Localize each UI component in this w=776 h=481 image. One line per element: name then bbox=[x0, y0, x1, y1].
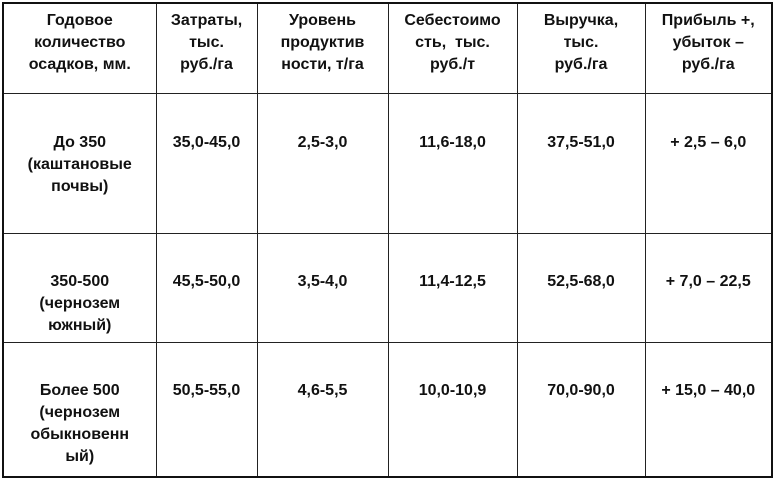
cell-costs: 45,5-50,0 bbox=[155, 232, 258, 343]
cell-line: (чернозем bbox=[39, 294, 121, 312]
cell-precipitation: Более 500 (чернозем обыкновенн ый) bbox=[2, 341, 157, 478]
header-line: ности, т/га bbox=[281, 56, 364, 73]
cell-yield: 4,6-5,5 bbox=[256, 341, 389, 478]
cell-costs: 35,0-45,0 bbox=[155, 92, 258, 234]
cell-cost-price: 11,6-18,0 bbox=[387, 92, 518, 234]
header-line: продуктив bbox=[280, 34, 365, 51]
cell-cost-price: 10,0-10,9 bbox=[387, 341, 518, 478]
cell-profit: + 15,0 – 40,0 bbox=[644, 341, 773, 478]
cell-line: южный) bbox=[48, 316, 112, 334]
cell-revenue: 70,0-90,0 bbox=[516, 341, 646, 478]
cell-yield: 3,5-4,0 bbox=[256, 232, 389, 343]
header-line: руб./т bbox=[429, 56, 476, 73]
header-line: тыс. bbox=[563, 34, 599, 51]
header-line: тыс. bbox=[189, 34, 224, 51]
table-row: 350-500 (чернозем южный) 45,5-50,0 3,5-4,0… bbox=[2, 232, 773, 343]
header-line: убыток – bbox=[672, 34, 744, 51]
cell-precipitation: 350-500 (чернозем южный) bbox=[2, 232, 157, 343]
cell-line: ый) bbox=[65, 447, 95, 465]
cell-profit: + 2,5 – 6,0 bbox=[644, 92, 773, 234]
header-line: Затраты, bbox=[170, 12, 243, 29]
cell-line: обыкновенн bbox=[30, 425, 130, 443]
header-line: Себестоимо bbox=[404, 12, 501, 29]
cell-cost-price: 11,4-12,5 bbox=[387, 232, 518, 343]
header-precipitation: Годовое количество осадков, мм. bbox=[2, 2, 157, 94]
cell-revenue: 37,5-51,0 bbox=[516, 92, 646, 234]
header-line: сть, тыс. bbox=[415, 34, 490, 51]
header-yield: Уровень продуктив ности, т/га bbox=[256, 2, 389, 94]
header-line: руб./га bbox=[554, 56, 608, 73]
header-line: Прибыль +, bbox=[661, 12, 755, 29]
header-line: Годовое bbox=[46, 12, 113, 29]
header-row: Годовое количество осадков, мм. Затраты, ты… bbox=[2, 2, 773, 94]
cell-costs: 50,5-55,0 bbox=[155, 341, 258, 478]
cell-yield: 2,5-3,0 bbox=[256, 92, 389, 234]
cell-line: Более 500 bbox=[39, 381, 120, 399]
cell-profit: + 7,0 – 22,5 bbox=[644, 232, 773, 343]
cell-line: (каштановые bbox=[27, 155, 132, 173]
cell-precipitation: До 350 (каштановые почвы) bbox=[2, 92, 157, 234]
cell-line: почвы) bbox=[51, 177, 109, 195]
table-row: Более 500 (чернозем обыкновенн ый) 50,5-55,… bbox=[2, 341, 773, 478]
header-line: осадков, мм. bbox=[28, 56, 131, 73]
header-revenue: Выручка, тыс. руб./га bbox=[516, 2, 646, 94]
header-line: Выручка, bbox=[543, 12, 619, 29]
cell-line: 350-500 bbox=[50, 272, 110, 290]
cell-line: (чернозем bbox=[39, 403, 121, 421]
header-profit: Прибыль +, убыток – руб./га bbox=[644, 2, 773, 94]
header-line: руб./га bbox=[681, 56, 735, 73]
header-line: руб./га bbox=[180, 56, 233, 73]
header-line: Уровень bbox=[289, 12, 356, 29]
cell-line: До 350 bbox=[53, 133, 106, 151]
table-row: До 350 (каштановые почвы) 35,0-45,0 2,5-3,… bbox=[2, 92, 773, 234]
cell-revenue: 52,5-68,0 bbox=[516, 232, 646, 343]
header-line: количество bbox=[34, 34, 126, 51]
header-cost-price: Себестоимо сть, тыс. руб./т bbox=[387, 2, 518, 94]
header-costs: Затраты, тыс. руб./га bbox=[155, 2, 258, 94]
